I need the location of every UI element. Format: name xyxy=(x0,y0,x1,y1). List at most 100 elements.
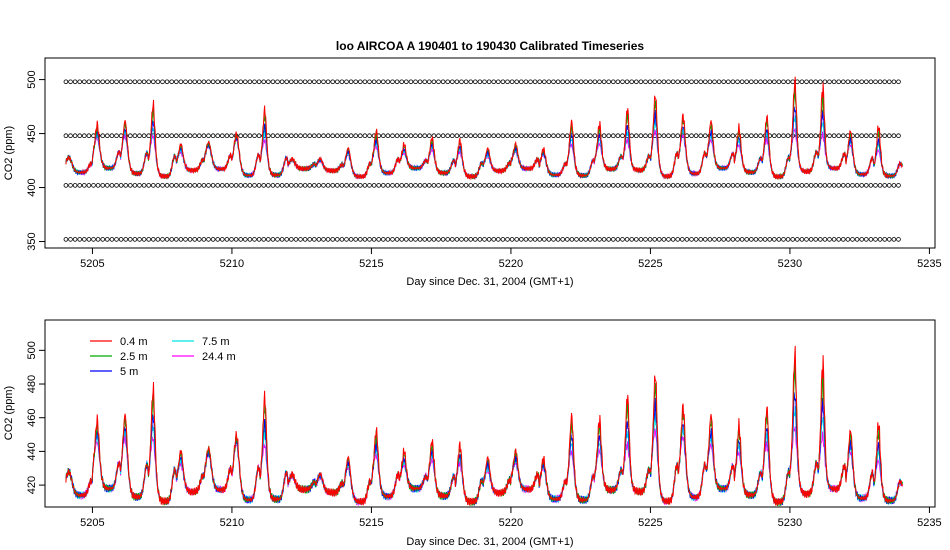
calibration-marker xyxy=(477,133,483,139)
calibration-marker xyxy=(850,237,855,242)
calibration-marker xyxy=(215,133,221,139)
calibration-marker xyxy=(661,79,667,85)
calibration-marker xyxy=(799,79,805,85)
calibration-marker xyxy=(238,133,244,139)
calibration-marker xyxy=(279,237,285,242)
calibration-marker xyxy=(128,79,133,85)
calibration-marker xyxy=(836,237,841,242)
calibration-marker xyxy=(514,133,519,139)
calibration-marker xyxy=(661,237,667,242)
calibration-marker xyxy=(141,79,147,85)
calibration-marker xyxy=(141,133,147,139)
calibration-marker xyxy=(551,79,556,85)
calibration-marker xyxy=(597,237,602,242)
calibration-marker xyxy=(716,237,722,242)
calibration-marker xyxy=(578,79,584,85)
calibration-marker xyxy=(252,133,257,139)
calibration-marker xyxy=(261,183,267,188)
calibration-marker xyxy=(725,79,731,85)
calibration-marker xyxy=(702,133,708,139)
calibration-marker xyxy=(532,183,538,188)
x-tick-label: 5205 xyxy=(80,517,104,529)
calibration-marker xyxy=(817,79,823,85)
calibration-marker xyxy=(845,79,851,85)
calibration-marker xyxy=(702,183,708,188)
calibration-marker xyxy=(408,133,414,139)
calibration-marker xyxy=(725,237,731,242)
calibration-marker xyxy=(206,133,211,139)
calibration-marker xyxy=(233,79,239,85)
calibration-marker xyxy=(422,133,428,139)
calibration-marker xyxy=(822,237,828,242)
calibration-marker xyxy=(831,237,837,242)
calibration-marker xyxy=(652,79,657,85)
calibration-marker xyxy=(422,79,428,85)
calibration-marker xyxy=(647,183,653,188)
calibration-marker xyxy=(454,79,460,85)
calibration-marker xyxy=(192,133,198,139)
calibration-marker xyxy=(472,183,478,188)
calibration-marker xyxy=(509,237,515,242)
calibration-marker xyxy=(574,237,579,242)
calibration-marker xyxy=(63,183,69,188)
calibration-marker xyxy=(114,237,119,242)
calibration-marker xyxy=(77,237,82,242)
calibration-marker xyxy=(307,183,313,188)
calibration-marker xyxy=(284,79,290,85)
calibration-marker xyxy=(633,183,639,188)
calibration-marker xyxy=(712,79,717,85)
calibration-marker xyxy=(403,133,409,139)
calibration-marker xyxy=(675,237,680,242)
series-line-04m xyxy=(65,345,903,506)
calibration-marker xyxy=(886,79,892,85)
calibration-marker xyxy=(128,133,133,139)
calibration-marker xyxy=(560,133,565,139)
calibration-marker xyxy=(344,183,349,188)
calibration-marker xyxy=(123,183,128,188)
calibration-marker xyxy=(804,133,809,139)
calibration-marker xyxy=(684,79,690,85)
calibration-marker xyxy=(555,133,561,139)
calibration-marker xyxy=(491,237,497,242)
calibration-marker xyxy=(220,237,225,242)
calibration-marker xyxy=(114,183,119,188)
calibration-marker xyxy=(859,237,864,242)
calibration-marker xyxy=(785,237,791,242)
calibration-marker xyxy=(348,133,354,139)
calibration-marker xyxy=(652,237,657,242)
calibration-marker xyxy=(293,237,299,242)
calibration-marker xyxy=(831,183,837,188)
calibration-marker xyxy=(155,133,161,139)
calibration-marker xyxy=(252,237,257,242)
calibration-marker xyxy=(882,79,887,85)
calibration-marker xyxy=(334,237,340,242)
calibration-marker xyxy=(569,183,575,188)
calibration-marker xyxy=(643,183,648,188)
calibration-marker xyxy=(758,79,763,85)
calibration-marker xyxy=(624,237,630,242)
calibration-marker xyxy=(753,79,759,85)
calibration-marker xyxy=(243,133,248,139)
calibration-marker xyxy=(891,133,897,139)
calibration-marker xyxy=(656,237,662,242)
calibration-marker xyxy=(518,237,524,242)
calibration-marker xyxy=(215,237,221,242)
calibration-marker xyxy=(77,183,82,188)
calibration-marker xyxy=(827,237,832,242)
calibration-marker xyxy=(72,79,78,85)
calibration-marker xyxy=(183,183,188,188)
calibration-marker xyxy=(109,183,115,188)
calibration-marker xyxy=(771,79,777,85)
calibration-marker xyxy=(882,237,887,242)
calibration-marker xyxy=(403,183,409,188)
calibration-marker xyxy=(564,79,570,85)
calibration-marker xyxy=(836,133,841,139)
calibration-marker xyxy=(390,79,395,85)
calibration-marker xyxy=(399,79,405,85)
calibration-marker xyxy=(275,237,280,242)
calibration-marker xyxy=(509,183,515,188)
calibration-marker xyxy=(238,183,244,188)
calibration-marker xyxy=(721,133,726,139)
x-tick-label: 5225 xyxy=(638,258,662,270)
calibration-marker xyxy=(638,237,644,242)
